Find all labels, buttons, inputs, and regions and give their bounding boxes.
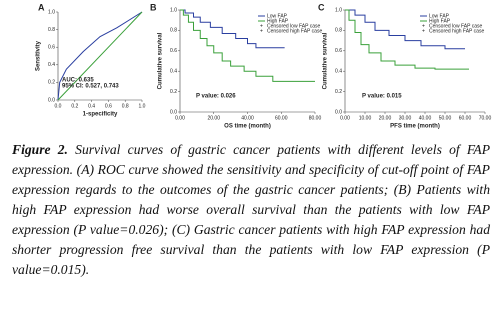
x-tick-label: 0.8 <box>122 103 129 109</box>
y-tick-label: 0.8 <box>48 27 55 33</box>
legend-label: Censored low FAP case <box>429 23 482 29</box>
x-tick-label: 0.4 <box>88 103 95 109</box>
x-tick-label: 80.00 <box>309 115 322 121</box>
series-line <box>180 9 315 82</box>
x-tick-label: 20.00 <box>207 115 220 121</box>
annotation: AUC: 0.635 <box>62 78 94 84</box>
series-line <box>57 11 143 101</box>
y-tick-label: 0.0 <box>170 109 177 115</box>
x-tick-label: 0.00 <box>340 115 350 121</box>
x-axis-label: 1-specificity <box>83 112 118 118</box>
y-tick-label: 0.6 <box>48 45 55 51</box>
y-tick-label: 0.0 <box>48 97 55 103</box>
x-tick-label: 20.00 <box>379 115 392 121</box>
panel-label: A <box>38 2 45 12</box>
annotation: P value: 0.026 <box>196 94 236 100</box>
series-line <box>345 9 465 50</box>
legend-marker: + <box>260 28 263 34</box>
y-tick-label: 0.2 <box>48 80 55 86</box>
y-axis-label: Cumulative survival <box>323 32 329 89</box>
panel-label: B <box>150 2 157 12</box>
x-tick-label: 40.00 <box>241 115 254 121</box>
x-tick-label: 40.00 <box>419 115 432 121</box>
y-tick-label: 0.6 <box>335 48 342 54</box>
y-tick-label: 0.6 <box>170 48 177 54</box>
x-tick-label: 0.6 <box>105 103 112 109</box>
x-tick-label: 10.00 <box>359 115 372 121</box>
x-tick-label: 70.00 <box>479 115 492 121</box>
y-tick-label: 0.8 <box>335 28 342 34</box>
legend-label: Censored low FAP case <box>267 23 320 29</box>
x-tick-label: 0.0 <box>55 103 62 109</box>
y-tick-label: 0.2 <box>335 89 342 95</box>
y-tick-label: 0.0 <box>335 109 342 115</box>
series-line <box>180 9 285 49</box>
x-tick-label: 0.00 <box>175 115 185 121</box>
x-axis-label: PFS time (month) <box>390 124 440 130</box>
y-tick-label: 0.4 <box>48 62 55 68</box>
x-tick-label: 60.00 <box>459 115 472 121</box>
y-tick-label: 1.0 <box>335 7 342 13</box>
annotation: P value: 0.015 <box>362 94 402 100</box>
caption-text: Survival curves of gastric cancer patien… <box>12 142 491 277</box>
legend-label: Low FAP <box>429 13 450 19</box>
legend-label: High FAP <box>267 18 289 24</box>
y-axis-label: Sensitivity <box>36 40 42 71</box>
figure: A 0.0 0.2 0.4 0.6 0.8 1.0 0.0 0.2 0.4 0.6 0.8 1.0 1-s… <box>36 2 492 130</box>
legend-label: Low FAP <box>267 13 288 19</box>
annotation: 95% CI: 0.527, 0.743 <box>62 84 119 90</box>
legend-label: High FAP <box>429 18 451 24</box>
legend-marker: + <box>260 23 263 29</box>
x-tick-label: 30.00 <box>399 115 412 121</box>
y-tick-label: 1.0 <box>48 9 55 15</box>
caption-label: Figure 2. <box>12 142 68 157</box>
x-axis-label: OS time (month) <box>224 124 271 130</box>
panel-label: C <box>318 2 325 12</box>
x-tick-label: 50.00 <box>439 115 452 121</box>
y-tick-label: 0.4 <box>170 69 177 75</box>
legend-marker: + <box>422 28 425 34</box>
legend-label: Censored high FAP case <box>429 28 484 34</box>
y-tick-label: 0.4 <box>335 69 342 75</box>
series-line <box>345 9 469 70</box>
y-tick-label: 1.0 <box>170 7 177 13</box>
series-line <box>57 11 143 101</box>
x-tick-label: 60.00 <box>275 115 288 121</box>
y-axis-label: Cumulative survival <box>158 32 164 89</box>
caption: Figure 2. Survival curves of gastric can… <box>12 140 490 280</box>
y-tick-label: 0.2 <box>170 89 177 95</box>
x-tick-label: 0.2 <box>71 103 78 109</box>
legend-label: Censored high FAP case <box>267 28 322 34</box>
y-tick-label: 0.8 <box>170 28 177 34</box>
legend-marker: + <box>422 23 425 29</box>
x-tick-label: 1.0 <box>139 103 146 109</box>
